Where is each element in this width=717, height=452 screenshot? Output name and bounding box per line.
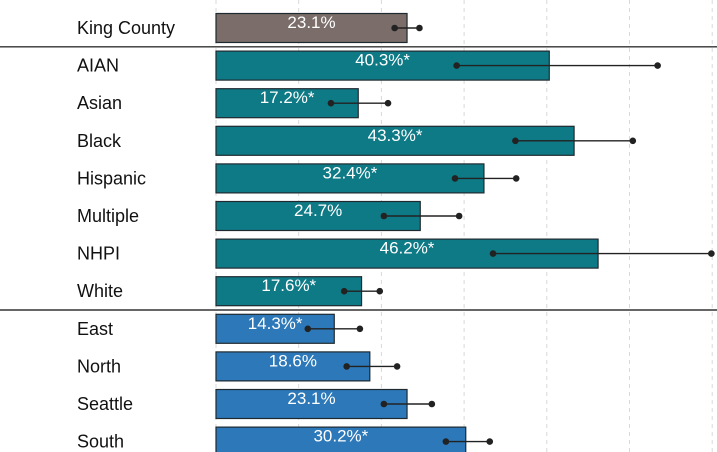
error-bar-end xyxy=(428,400,436,408)
bar xyxy=(215,388,408,420)
value-label: 40.3%* xyxy=(355,51,410,70)
category-label: King County xyxy=(77,18,175,38)
category-label: Hispanic xyxy=(77,168,146,188)
error-bar-end xyxy=(343,363,350,370)
error-bar-end xyxy=(455,212,463,220)
category-label: Asian xyxy=(77,93,122,113)
error-bar-end xyxy=(416,24,423,32)
bars xyxy=(215,12,599,452)
category-label: AIAN xyxy=(77,56,119,76)
error-bar-end xyxy=(512,175,520,182)
bar xyxy=(215,12,408,44)
error-bar-end xyxy=(708,250,715,257)
error-bar-end xyxy=(393,363,401,370)
category-label: NHPI xyxy=(77,244,120,264)
error-bar-end xyxy=(376,287,384,295)
category-label: Seattle xyxy=(77,394,133,414)
error-bar-end xyxy=(304,325,312,333)
error-bars xyxy=(304,24,715,445)
value-label: 30.2%* xyxy=(313,427,368,446)
bar xyxy=(215,313,335,344)
error-bar-end xyxy=(380,212,388,220)
value-label: 14.3%* xyxy=(248,314,303,333)
value-label: 43.3%* xyxy=(368,126,423,145)
bar xyxy=(215,163,485,194)
value-label: 24.7% xyxy=(294,201,342,220)
error-bar-end xyxy=(489,250,497,257)
category-label: North xyxy=(77,356,121,376)
error-bar-end xyxy=(629,137,637,145)
error-bar-end xyxy=(512,137,519,145)
error-bar-end xyxy=(340,287,348,295)
error-bar-end xyxy=(380,400,388,408)
category-label: Black xyxy=(77,131,122,151)
error-bar-end xyxy=(327,99,335,107)
error-bar-end xyxy=(486,438,494,445)
value-label: 17.2%* xyxy=(260,88,315,107)
value-label: 23.1% xyxy=(287,13,335,32)
value-label: 18.6% xyxy=(269,351,317,370)
error-bar-end xyxy=(391,24,398,32)
value-label: 23.1% xyxy=(287,389,335,408)
error-bar-end xyxy=(384,99,392,107)
value-label: 32.4%* xyxy=(323,163,378,182)
group-separators xyxy=(0,46,717,311)
category-label: East xyxy=(77,319,113,339)
labels: King County 23.1% AIAN 40.3%* Asian 17.2%* Bla… xyxy=(77,13,435,452)
error-bar-end xyxy=(451,175,459,182)
category-label: South xyxy=(77,432,124,452)
value-label: 46.2%* xyxy=(380,239,435,258)
error-bar-end xyxy=(453,62,460,69)
category-label: White xyxy=(77,281,123,301)
category-label: Multiple xyxy=(77,206,139,226)
error-bar-end xyxy=(356,325,364,333)
error-bar-end xyxy=(654,62,661,69)
error-bar-end xyxy=(442,438,450,445)
value-label: 17.6%* xyxy=(261,276,316,295)
